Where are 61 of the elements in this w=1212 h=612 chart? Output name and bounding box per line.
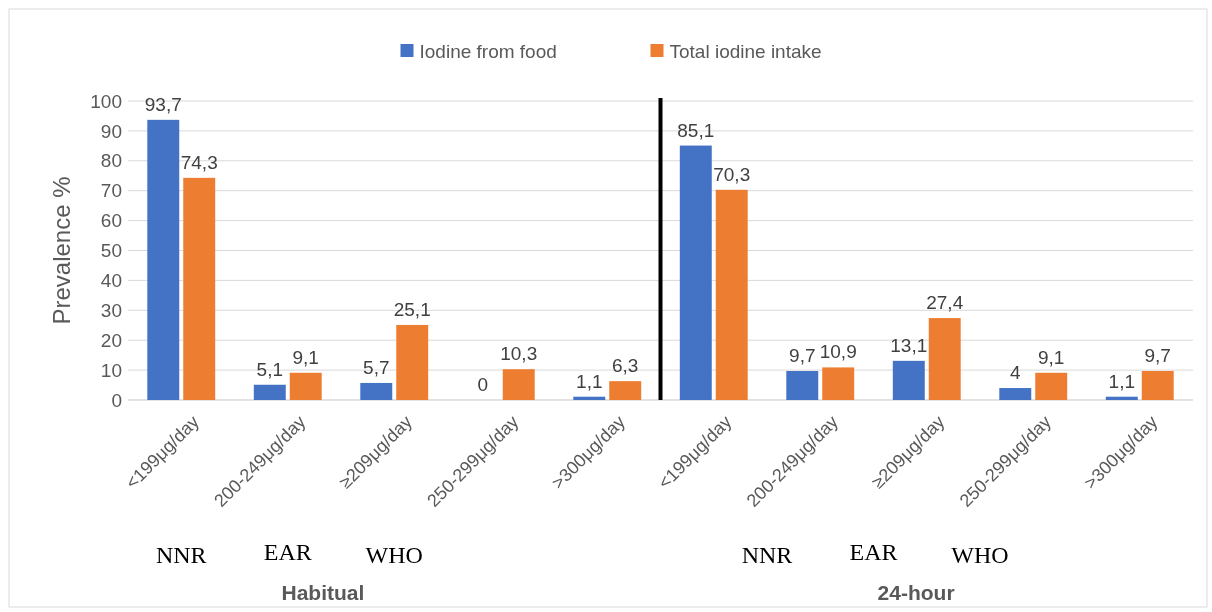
bar <box>892 360 925 400</box>
bar <box>360 382 393 400</box>
data-label: 93,7 <box>144 93 182 115</box>
bar <box>679 145 712 400</box>
bar <box>609 381 642 400</box>
text: NNR <box>741 542 793 568</box>
text: EAR <box>849 539 898 565</box>
text: Habitual <box>281 581 365 604</box>
bar <box>1141 371 1174 400</box>
y-tick-label: 10 <box>100 359 122 381</box>
data-label: 9,1 <box>1038 346 1065 368</box>
bar <box>1035 372 1068 400</box>
legend-label: Iodine from food <box>419 40 557 62</box>
data-label: 0 <box>477 374 489 395</box>
y-tick-label: 60 <box>100 210 122 232</box>
data-label: 5,1 <box>256 358 283 380</box>
bar <box>786 371 819 400</box>
text: WHO <box>951 542 1009 568</box>
bar <box>253 384 286 400</box>
bar <box>715 189 748 400</box>
data-label: 9,1 <box>292 346 319 368</box>
y-tick-label: 70 <box>100 180 122 202</box>
text: EAR <box>263 539 312 565</box>
y-tick-label: 100 <box>90 90 122 112</box>
data-label: 5,7 <box>363 356 390 378</box>
bar <box>502 369 535 400</box>
y-tick-label: 0 <box>111 389 122 411</box>
bar <box>396 324 429 400</box>
text: WHO <box>365 542 423 568</box>
bar <box>147 119 180 400</box>
bar <box>289 372 322 400</box>
bar <box>822 367 855 400</box>
data-label: 6,3 <box>612 355 639 377</box>
data-label: 70,3 <box>713 163 751 185</box>
data-label: 1,1 <box>1108 370 1135 392</box>
y-tick-label: 40 <box>100 270 122 292</box>
data-label: 13,1 <box>890 334 928 356</box>
y-tick-label: 90 <box>100 120 122 142</box>
bar <box>928 318 961 400</box>
y-tick-label: 50 <box>100 240 122 262</box>
y-tick-label: 30 <box>100 299 122 321</box>
data-label: 1,1 <box>576 370 603 392</box>
bar <box>999 388 1032 400</box>
data-label: 10,9 <box>819 341 857 363</box>
data-label: 74,3 <box>180 151 218 173</box>
data-label: 9,7 <box>789 345 816 366</box>
data-label: 25,1 <box>393 298 431 320</box>
data-label: 10,3 <box>500 343 538 365</box>
data-label: 4 <box>1009 362 1021 384</box>
y-axis-title: Prevalence % <box>48 176 75 325</box>
data-label: 85,1 <box>677 119 715 141</box>
data-label: 9,7 <box>1144 345 1171 366</box>
legend-label: Total iodine intake <box>669 40 822 62</box>
y-tick-label: 20 <box>100 329 122 351</box>
text: NNR <box>155 542 207 568</box>
y-tick-label: 80 <box>100 150 122 172</box>
text: 24-hour <box>877 581 955 604</box>
bar <box>573 396 606 400</box>
bar <box>1105 396 1138 400</box>
bar <box>183 177 216 400</box>
data-label: 27,4 <box>926 292 964 314</box>
